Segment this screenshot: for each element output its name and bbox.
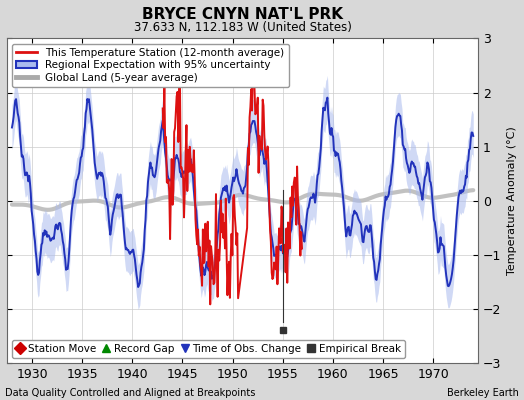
Text: 37.633 N, 112.183 W (United States): 37.633 N, 112.183 W (United States) xyxy=(134,20,352,34)
Text: Berkeley Earth: Berkeley Earth xyxy=(447,388,519,398)
Y-axis label: Temperature Anomaly (°C): Temperature Anomaly (°C) xyxy=(507,126,517,275)
Legend: Station Move, Record Gap, Time of Obs. Change, Empirical Break: Station Move, Record Gap, Time of Obs. C… xyxy=(12,340,405,358)
Title: BRYCE CNYN NAT'L PRK: BRYCE CNYN NAT'L PRK xyxy=(142,7,343,22)
Text: Data Quality Controlled and Aligned at Breakpoints: Data Quality Controlled and Aligned at B… xyxy=(5,388,256,398)
